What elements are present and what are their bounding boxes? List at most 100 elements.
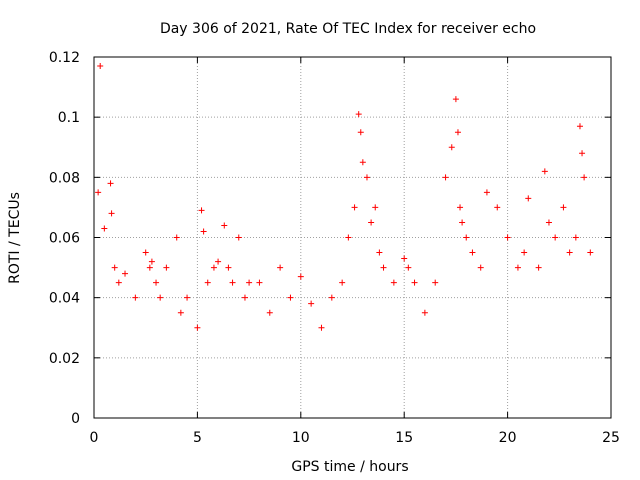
data-point [148,258,155,265]
data-point [494,204,501,211]
data-point [122,270,129,277]
data-point [372,204,379,211]
axis-ticks: 0 5 10 15 20 25 0 0.02 0.04 0.06 0.08 0.1 0.12 [49,50,620,446]
data-point [357,129,364,136]
data-point [308,300,315,307]
data-point [198,207,205,214]
data-point [204,279,211,286]
data-point [101,225,108,232]
data-point [97,63,104,70]
data-point [153,279,160,286]
data-point [132,294,139,301]
data-point [210,264,217,271]
data-point [266,309,273,316]
data-point [163,264,170,271]
data-points [95,63,594,331]
data-point [318,324,325,331]
data-point [535,264,542,271]
data-point [221,222,228,229]
data-point [525,195,532,202]
data-point [514,264,521,271]
data-point [229,279,236,286]
chart-title: Day 306 of 2021, Rate Of TEC Index for r… [160,21,536,37]
data-point [287,294,294,301]
data-point [411,279,418,286]
data-point [297,273,304,280]
data-point [368,219,375,226]
x-tick-label: 0 [90,430,99,446]
y-tick-label: 0 [71,411,80,427]
data-point [459,219,466,226]
y-tick-label: 0.08 [49,170,80,186]
data-point [157,294,164,301]
data-point [576,123,583,130]
data-point [405,264,412,271]
data-point [587,249,594,256]
data-point [194,324,201,331]
data-point [432,279,439,286]
data-point [108,210,115,217]
data-point [566,249,573,256]
data-point [184,294,191,301]
data-point [115,279,122,286]
x-axis-title: GPS time / hours [291,459,408,475]
data-point [173,234,180,241]
data-point [448,144,455,151]
y-tick-label: 0.1 [58,110,80,126]
data-point [277,264,284,271]
data-point [572,234,579,241]
data-point [142,249,149,256]
data-point [256,279,263,286]
x-tick-label: 5 [193,430,202,446]
y-tick-label: 0.02 [49,351,80,367]
data-point [328,294,335,301]
data-point [581,174,588,181]
y-axis-title: ROTI / TECUs [7,192,23,284]
data-point [469,249,476,256]
data-point [442,174,449,181]
y-tick-label: 0.06 [49,231,80,247]
data-point [380,264,387,271]
data-point [177,309,184,316]
x-tick-label: 25 [602,430,620,446]
data-point [246,279,253,286]
data-point [376,249,383,256]
data-point [111,264,118,271]
y-tick-label: 0.04 [49,291,80,307]
data-point [345,234,352,241]
data-point [235,234,242,241]
data-point [579,150,586,157]
data-point [225,264,232,271]
data-point [95,189,102,196]
data-point [560,204,567,211]
data-point [457,204,464,211]
data-point [363,174,370,181]
x-tick-label: 10 [292,430,310,446]
x-tick-label: 20 [499,430,517,446]
data-point [483,189,490,196]
data-point [504,234,511,241]
data-point [401,255,408,262]
x-tick-label: 15 [395,430,413,446]
data-point [359,159,366,166]
data-point [200,228,207,235]
data-point [241,294,248,301]
data-point [552,234,559,241]
data-point [215,258,222,265]
y-tick-label: 0.12 [49,50,80,66]
data-point [390,279,397,286]
data-point [454,129,461,136]
data-point [421,309,428,316]
data-point [545,219,552,226]
data-point [477,264,484,271]
data-point [452,96,459,103]
data-point [107,180,114,187]
data-point [541,168,548,175]
data-point [463,234,470,241]
data-point [146,264,153,271]
data-point [351,204,358,211]
data-point [521,249,528,256]
data-point [355,111,362,118]
grid [94,57,611,418]
